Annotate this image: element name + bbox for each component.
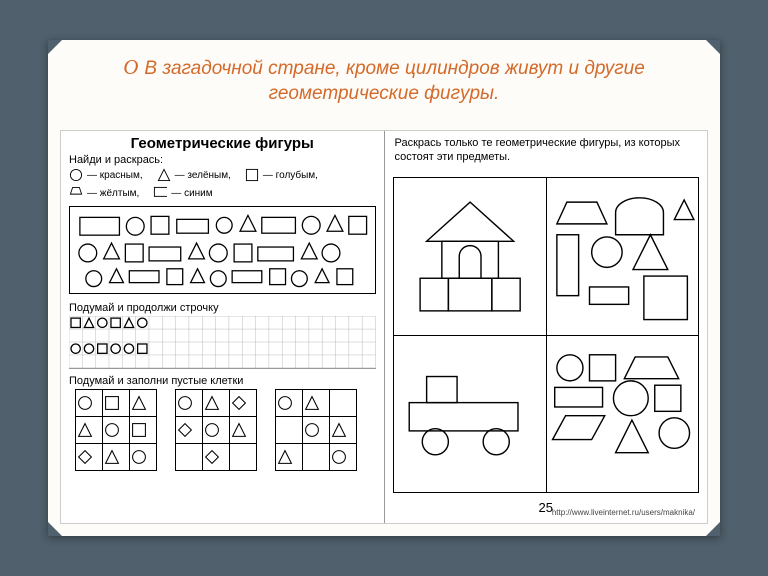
table-cell — [103, 390, 130, 417]
table-cell — [203, 390, 230, 417]
table-cell — [76, 444, 103, 471]
quadrant-shapes-bottom — [546, 335, 698, 492]
quadrant-house — [394, 178, 546, 335]
scatter-shapes-box — [69, 206, 376, 294]
slide: OВ загадочной стране, кроме цилиндров жи… — [48, 40, 720, 536]
quadrant-truck — [394, 335, 546, 492]
table-cell — [276, 390, 303, 417]
fill-table — [275, 389, 357, 471]
title-text: В загадочной стране, кроме цилиндров жив… — [144, 58, 644, 104]
fill-cells-label: Подумай и заполни пустые клетки — [61, 371, 384, 387]
table-cell — [330, 417, 357, 444]
legend-item: — жёлтым, — [69, 186, 139, 200]
legend-item: — зелёным, — [157, 168, 231, 182]
page-number: 25 — [539, 500, 553, 515]
quadrant-shapes-top — [546, 178, 698, 335]
pattern-grid — [69, 316, 376, 369]
find-and-color-label: Найди и раскрась: — [61, 154, 384, 166]
table-cell — [330, 390, 357, 417]
right-column: Раскрась только те геометрические фигуры… — [385, 131, 708, 523]
table-cell — [176, 417, 203, 444]
table-cell — [230, 417, 257, 444]
table-cell — [276, 444, 303, 471]
table-cell — [130, 444, 157, 471]
table-cell — [203, 417, 230, 444]
legend-item: — голубым, — [245, 168, 318, 182]
table-cell — [330, 444, 357, 471]
corner-fold-tr — [706, 40, 720, 54]
table-cell — [76, 417, 103, 444]
table-cell — [230, 390, 257, 417]
table-cell — [130, 417, 157, 444]
table-cell — [103, 417, 130, 444]
table-cell — [303, 444, 330, 471]
corner-fold-bl — [48, 522, 62, 536]
table-cell — [276, 417, 303, 444]
quad-grid — [393, 177, 700, 493]
right-instruction: Раскрась только те геометрические фигуры… — [385, 131, 708, 169]
credit-url: http://www.liveinternet.ru/users/maknika… — [552, 508, 695, 517]
scatter-svg — [70, 207, 375, 293]
fill-table — [75, 389, 157, 471]
continue-row-label: Подумай и продолжи строчку — [61, 298, 384, 314]
table-cell — [230, 444, 257, 471]
table-cell — [76, 390, 103, 417]
tables-row — [61, 387, 384, 473]
table-cell — [303, 390, 330, 417]
worksheet: Геометрические фигуры Найди и раскрась: … — [60, 130, 708, 524]
corner-fold-br — [706, 522, 720, 536]
slide-title: OВ загадочной стране, кроме цилиндров жи… — [48, 40, 720, 112]
table-cell — [103, 444, 130, 471]
color-legend: — красным, — зелёным, — голубым, — жёлтым, —… — [61, 166, 384, 202]
table-cell — [303, 417, 330, 444]
table-cell — [176, 390, 203, 417]
left-column: Геометрические фигуры Найди и раскрась: … — [61, 131, 385, 523]
table-cell — [176, 444, 203, 471]
table-cell — [203, 444, 230, 471]
legend-item: — красным, — [69, 168, 143, 182]
table-cell — [130, 390, 157, 417]
title-bullet: O — [123, 55, 138, 79]
fill-table — [175, 389, 257, 471]
left-heading: Геометрические фигуры — [61, 135, 384, 152]
legend-item: — синим — [153, 186, 212, 200]
pattern-svg — [69, 316, 376, 368]
corner-fold-tl — [48, 40, 62, 54]
